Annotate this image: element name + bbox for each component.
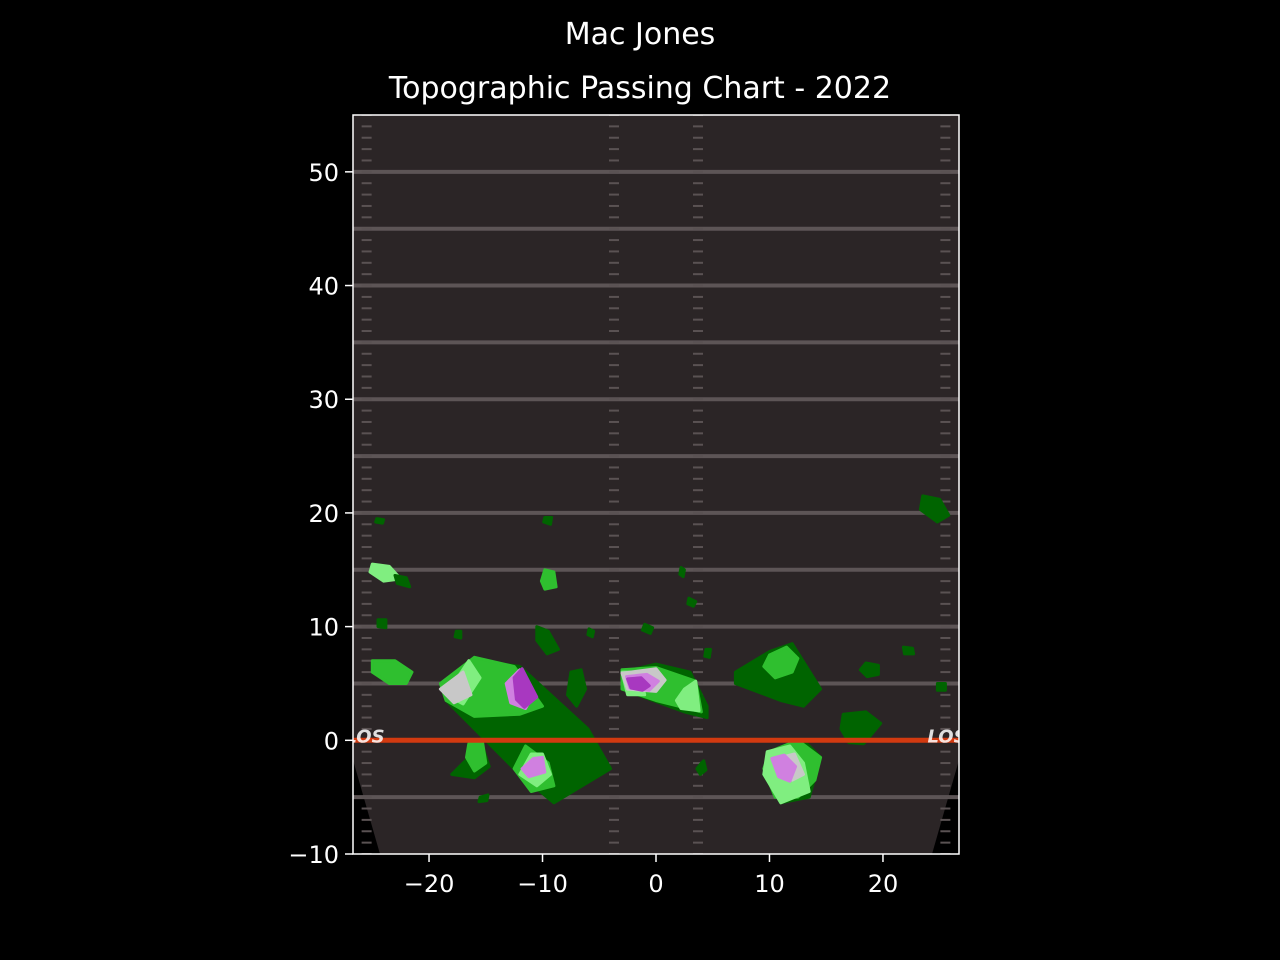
y-tick-label: 40 bbox=[308, 273, 339, 301]
x-tick-label: 20 bbox=[868, 870, 899, 898]
field-background bbox=[353, 115, 959, 854]
plot-area: LOS LOS bbox=[345, 115, 966, 854]
contour-level-1 bbox=[858, 661, 880, 679]
contour-level-1 bbox=[686, 596, 698, 608]
contour-level-1 bbox=[566, 668, 588, 708]
contour-level-2 bbox=[762, 645, 800, 680]
y-tick-label: 10 bbox=[308, 614, 339, 642]
contour-level-1 bbox=[703, 647, 712, 659]
contour-level-1 bbox=[393, 574, 412, 589]
contour-level-1 bbox=[901, 645, 916, 656]
contour-level-1 bbox=[542, 516, 554, 526]
contour-level-2 bbox=[370, 659, 414, 685]
field-corner-right bbox=[932, 760, 959, 854]
y-tick-label: −10 bbox=[288, 841, 339, 869]
los-label-right: LOS bbox=[927, 726, 966, 747]
contour-level-5 bbox=[770, 753, 798, 783]
contour-level-1 bbox=[839, 710, 883, 746]
contour-level-2 bbox=[539, 568, 558, 591]
contour-level-1 bbox=[935, 682, 947, 692]
x-tick-label: 10 bbox=[754, 870, 785, 898]
field-corner-left bbox=[353, 760, 380, 854]
contour-level-3 bbox=[674, 679, 701, 713]
y-tick-label: 0 bbox=[324, 727, 339, 755]
contour-level-1 bbox=[918, 494, 951, 524]
x-tick-label: 0 bbox=[648, 870, 663, 898]
contour-level-1 bbox=[586, 627, 596, 639]
contour-level-4 bbox=[438, 670, 473, 705]
contour-level-1 bbox=[374, 517, 386, 525]
los-label-left: LOS bbox=[345, 726, 384, 747]
chart-subtitle: Topographic Passing Chart - 2022 bbox=[388, 71, 891, 106]
y-tick-label: 30 bbox=[308, 386, 339, 414]
contour-level-6 bbox=[626, 676, 651, 692]
contour-level-1 bbox=[695, 759, 708, 776]
x-axis: −20 −10 0 10 20 bbox=[404, 854, 899, 898]
contour-level-1 bbox=[453, 629, 463, 640]
contour-level-6 bbox=[512, 667, 539, 709]
y-axis: −10 0 10 20 30 40 50 bbox=[288, 159, 353, 869]
contour-regions bbox=[368, 494, 951, 805]
yard-lines bbox=[353, 169, 959, 800]
x-tick-label: −10 bbox=[517, 870, 568, 898]
contour-level-1 bbox=[640, 622, 655, 635]
contour-level-1 bbox=[678, 566, 686, 579]
contour-level-5 bbox=[520, 755, 547, 779]
contour-level-3 bbox=[368, 562, 403, 583]
contour-level-1 bbox=[477, 793, 490, 804]
contour-level-1 bbox=[535, 625, 560, 656]
contour-level-1 bbox=[376, 618, 388, 630]
x-tick-label: −20 bbox=[404, 870, 455, 898]
y-tick-label: 20 bbox=[308, 500, 339, 528]
y-tick-label: 50 bbox=[308, 159, 339, 187]
chart-title: Mac Jones bbox=[565, 17, 716, 52]
